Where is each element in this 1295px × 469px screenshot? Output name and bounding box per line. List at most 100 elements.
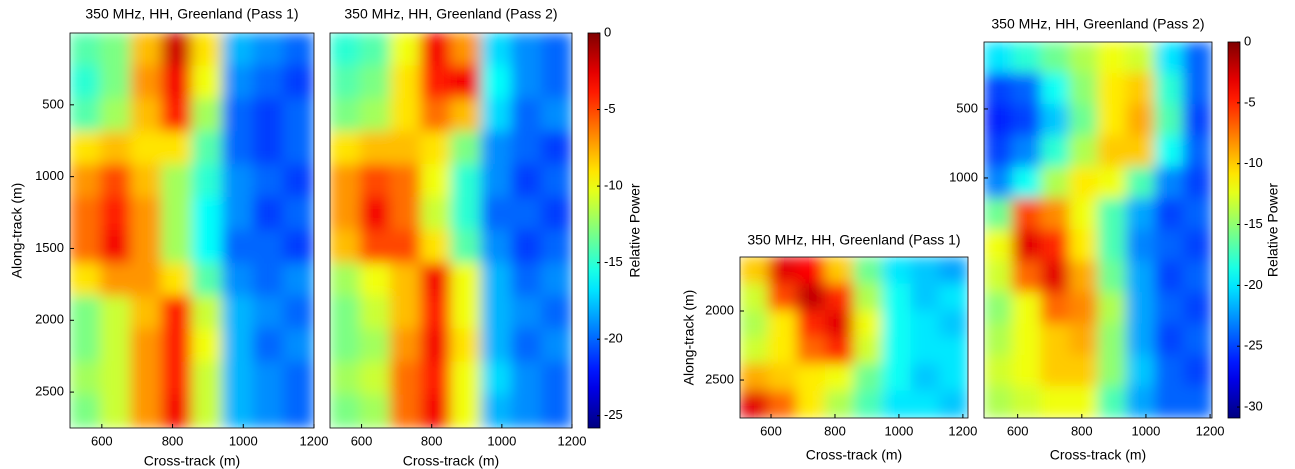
- heatmap-cell: [480, 295, 512, 330]
- heatmap-cell: [1183, 292, 1212, 325]
- heatmap-cell: [853, 337, 883, 365]
- colorbar-tick-label: -25: [604, 407, 623, 422]
- chart-title: 350 MHz, HH, Greenland (Pass 1): [85, 6, 298, 22]
- colorbar-tick-label: -5: [604, 101, 616, 116]
- heatmap-cell: [1097, 135, 1127, 168]
- heatmap-cell: [740, 390, 769, 418]
- heatmap-cell: [450, 197, 482, 231]
- heatmap-cell: [1126, 323, 1156, 356]
- heatmap-cell: [70, 65, 101, 100]
- heatmap-cell: [984, 354, 1013, 388]
- heatmap-cell: [984, 42, 1013, 74]
- heatmap: [70, 33, 314, 428]
- heatmap: [984, 42, 1212, 418]
- heatmap-cell: [1097, 166, 1127, 200]
- heatmap-cell: [450, 33, 482, 67]
- heatmap-cell: [222, 361, 254, 396]
- heatmap-cell: [796, 337, 826, 365]
- heatmap-cell: [480, 230, 512, 264]
- heatmap-cell: [1012, 354, 1042, 388]
- x-tick-label: 600: [1007, 423, 1029, 438]
- plot-frame: [69, 32, 315, 429]
- heatmap-cell: [252, 394, 284, 428]
- heatmap-cell: [222, 33, 254, 67]
- y-tick-label: 2500: [705, 371, 734, 386]
- heatmap-cell: [768, 363, 798, 392]
- heatmap-cell: [910, 310, 940, 338]
- heatmap-cell: [222, 197, 254, 231]
- colorbar: [587, 32, 601, 429]
- heatmap-cell: [1126, 42, 1156, 74]
- heatmap-cell: [450, 98, 482, 133]
- heatmap-cell: [796, 310, 826, 338]
- heatmap-cell: [984, 292, 1013, 325]
- heatmap-cell: [330, 230, 361, 264]
- heatmap-cell: [1154, 104, 1184, 137]
- heatmap-cell: [1069, 104, 1099, 137]
- heatmap-cell: [882, 310, 912, 338]
- heatmap-cell: [420, 33, 452, 67]
- heatmap-cell: [910, 390, 940, 418]
- heatmap-cell: [768, 310, 798, 338]
- colorbar-tick-label: -10: [604, 178, 623, 193]
- heatmap-cell: [191, 33, 223, 67]
- heatmap-cell: [796, 283, 826, 312]
- heatmap-cell: [1069, 292, 1099, 325]
- heatmap-cell: [222, 394, 254, 428]
- heatmap-cell: [511, 197, 543, 231]
- heatmap-cell: [330, 361, 361, 396]
- heatmap-cell: [882, 257, 912, 285]
- heatmap-cell: [1012, 292, 1042, 325]
- heatmap-cell: [796, 363, 826, 392]
- y-tick-label: 2000: [35, 312, 64, 327]
- heatmap-cell: [541, 328, 572, 363]
- heatmap-cell: [359, 328, 391, 363]
- heatmap-cell: [130, 262, 162, 297]
- heatmap-cell: [191, 394, 223, 428]
- heatmap-cell: [1183, 198, 1212, 231]
- x-axis-label: Cross-track (m): [1050, 447, 1146, 463]
- heatmap-cell: [252, 33, 284, 67]
- colorbar-tick-label: -25: [1244, 338, 1263, 353]
- heatmap-cell: [222, 262, 254, 297]
- heatmap-cell: [1126, 354, 1156, 388]
- colorbar-label: Relative Power: [1265, 183, 1281, 277]
- heatmap-cell: [450, 394, 482, 428]
- heatmap-cell: [70, 197, 101, 231]
- heatmap-cell: [252, 361, 284, 396]
- heatmap-cell: [359, 295, 391, 330]
- heatmap-cell: [1183, 260, 1212, 294]
- heatmap-cell: [939, 363, 968, 392]
- heatmap-cell: [511, 33, 543, 67]
- heatmap-cell: [984, 386, 1013, 418]
- plot-frame: [329, 32, 573, 429]
- heatmap-cell: [70, 98, 101, 133]
- heatmap-cell: [359, 361, 391, 396]
- y-tick-label: 2000: [705, 302, 734, 317]
- heatmap-cell: [541, 164, 572, 199]
- heatmap-cell: [939, 283, 968, 312]
- heatmap-cell: [252, 230, 284, 264]
- heatmap-cell: [882, 363, 912, 392]
- x-tick-label: 600: [760, 423, 782, 438]
- heatmap-cell: [1154, 42, 1184, 74]
- heatmap-cell: [70, 361, 101, 396]
- heatmap-cell: [910, 283, 940, 312]
- heatmap-cell: [330, 65, 361, 100]
- heatmap-cell: [740, 337, 769, 365]
- heatmap-cell: [1012, 229, 1042, 262]
- x-tick-label: 800: [1071, 423, 1093, 438]
- heatmap-cell: [330, 197, 361, 231]
- heatmap-cell: [130, 65, 162, 100]
- heatmap-cell: [1154, 166, 1184, 200]
- heatmap-cell: [283, 394, 314, 428]
- heatmap: [330, 33, 572, 428]
- heatmap-cell: [283, 33, 314, 67]
- heatmap-cell: [939, 310, 968, 338]
- x-axis-label: Cross-track (m): [806, 447, 902, 463]
- heatmap-cell: [191, 197, 223, 231]
- heatmap-cell: [390, 65, 422, 100]
- heatmap-cell: [191, 262, 223, 297]
- heatmap-cell: [541, 394, 572, 428]
